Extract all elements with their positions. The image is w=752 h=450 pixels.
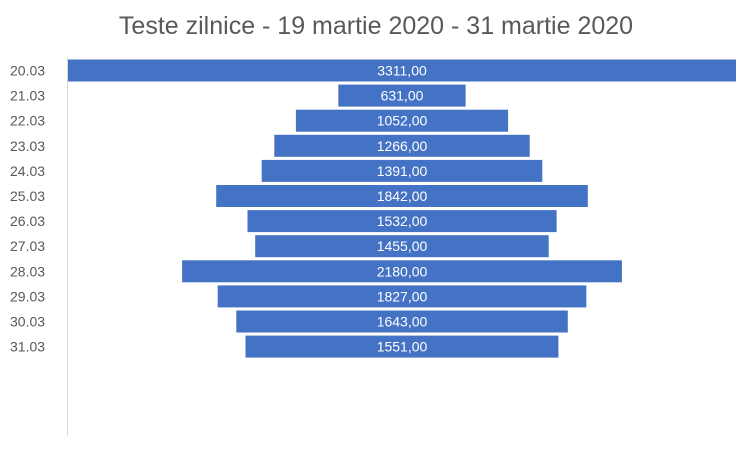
category-tick-20.03: 20.03 [10,63,45,79]
bar-27.03 [255,235,549,258]
bars-layer [68,59,736,358]
category-tick-21.03: 21.03 [10,88,45,104]
category-tick-22.03: 22.03 [10,113,45,129]
value-label-30.03: 1643,00 [377,314,428,330]
bar-22.03 [295,109,509,132]
bar-20.03 [68,59,736,82]
value-label-27.03: 1455,00 [377,238,428,254]
category-ticks-layer: 20.03 21.03 22.03 23.03 24.03 25.03 26.03 27.03… [10,63,45,355]
bar-24.03 [261,159,543,182]
bar-29.03 [217,285,587,308]
category-tick-30.03: 30.03 [10,314,45,330]
value-label-28.03: 2180,00 [377,263,428,279]
value-label-21.03: 631,00 [381,88,424,104]
value-label-25.03: 1842,00 [377,188,428,204]
value-label-20.03: 3311,00 [377,63,427,79]
bar-21.03 [338,84,466,107]
category-tick-23.03: 23.03 [10,138,45,154]
value-label-24.03: 1391,00 [377,163,428,179]
chart-title: Teste zilnice - 19 martie 2020 - 31 mart… [118,12,634,40]
category-tick-28.03: 28.03 [10,263,45,279]
value-label-22.03: 1052,00 [377,113,428,129]
bar-28.03 [182,260,622,283]
value-label-26.03: 1532,00 [377,213,428,229]
category-tick-25.03: 25.03 [10,188,45,204]
category-tick-27.03: 27.03 [10,238,45,254]
value-label-31.03: 1551,00 [377,339,428,355]
value-label-23.03: 1266,00 [377,138,428,154]
bar-25.03 [216,185,588,207]
bar-30.03 [236,310,568,333]
bar-26.03 [247,210,557,233]
category-tick-29.03: 29.03 [10,288,45,304]
value-label-29.03: 1827,00 [377,288,428,304]
category-tick-31.03: 31.03 [10,339,45,355]
category-tick-24.03: 24.03 [10,163,45,179]
value-labels-layer: 3311,00 631,00 1052,00 1266,00 1391,00 1842,0… [377,63,428,355]
bar-31.03 [245,335,559,358]
bar-23.03 [274,134,530,157]
category-tick-26.03: 26.03 [10,213,45,229]
